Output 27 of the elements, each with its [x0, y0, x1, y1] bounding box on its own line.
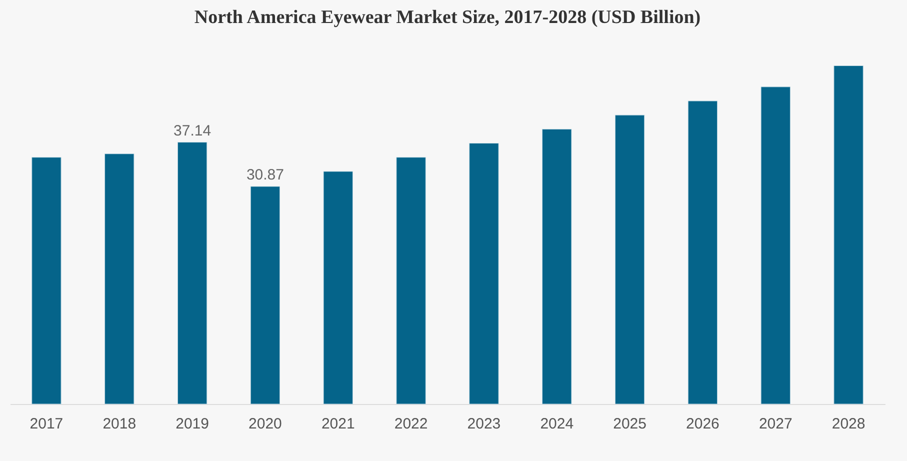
data-label: 30.87: [246, 166, 284, 184]
bar: [396, 157, 426, 404]
x-tick-label: 2024: [540, 416, 574, 432]
x-tick-label: 2018: [102, 416, 136, 432]
x-tick-label: 2020: [248, 416, 282, 432]
x-tick-label: 2025: [613, 416, 646, 432]
data-label: 37.14: [174, 122, 212, 140]
x-tick-label: 2022: [394, 416, 428, 432]
bar: [32, 157, 62, 404]
x-tick-label: 2021: [321, 416, 355, 432]
bar: [469, 143, 499, 404]
bar: [104, 154, 134, 404]
bar: [323, 171, 353, 404]
chart-title: North America Eyewear Market Size, 2017-2028 (USD Billion): [194, 6, 701, 28]
x-tick-label: 2017: [30, 416, 64, 432]
x-tick-label: 2019: [176, 416, 209, 432]
bar: [614, 114, 645, 404]
bar: [250, 186, 280, 404]
x-tick-label: 2027: [758, 416, 792, 432]
bar: [177, 142, 208, 404]
x-tick-label: 2028: [832, 416, 866, 432]
bar: [542, 128, 572, 404]
bar: [834, 66, 864, 404]
bar: [688, 100, 718, 404]
bar: [760, 86, 790, 404]
x-tick-label: 2026: [686, 416, 720, 432]
x-tick-label: 2023: [467, 416, 501, 432]
